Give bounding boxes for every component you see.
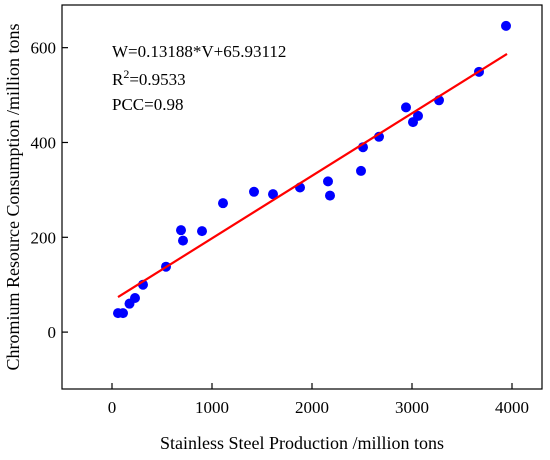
data-point (249, 186, 259, 197)
pcc-annotation: PCC=0.98 (112, 95, 183, 114)
data-points (113, 20, 511, 319)
regression-line (117, 52, 508, 299)
x-tick-label: 4000 (495, 398, 529, 417)
y-tick-label: 0 (48, 323, 57, 342)
plot-frame (61, 4, 543, 390)
x-tick-label: 1000 (195, 398, 229, 417)
y-tick-label: 400 (31, 133, 57, 152)
data-point (268, 189, 278, 200)
data-point (176, 225, 186, 236)
y-tick-label: 200 (31, 228, 57, 247)
data-point (325, 190, 335, 201)
y-tick-label: 600 (31, 39, 57, 58)
r-squared-letter: R (112, 70, 124, 89)
data-point (323, 176, 333, 187)
data-point (178, 235, 188, 246)
equation-annotation: W=0.13188*V+65.93112 (112, 42, 286, 61)
data-point (118, 308, 128, 319)
x-axis-title: Stainless Steel Production /million tons (160, 433, 444, 453)
data-point (413, 110, 423, 121)
r-squared-value: =0.9533 (129, 70, 185, 89)
r-squared-annotation: R2=0.9533 (112, 67, 186, 89)
data-point (501, 20, 511, 31)
data-point (218, 198, 228, 209)
y-axis-title: Chromium Resource Consumption /million t… (3, 23, 23, 370)
x-tick-label: 0 (108, 398, 117, 417)
r-squared-superscript: 2 (123, 67, 129, 81)
x-tick-label: 3000 (395, 398, 429, 417)
data-point (197, 226, 207, 237)
x-tick-label: 2000 (295, 398, 329, 417)
data-point (356, 165, 366, 176)
axis-ticks: 0 1000 2000 3000 4000 0 200 400 600 (31, 39, 530, 417)
data-point (401, 102, 411, 113)
data-point (130, 292, 140, 303)
